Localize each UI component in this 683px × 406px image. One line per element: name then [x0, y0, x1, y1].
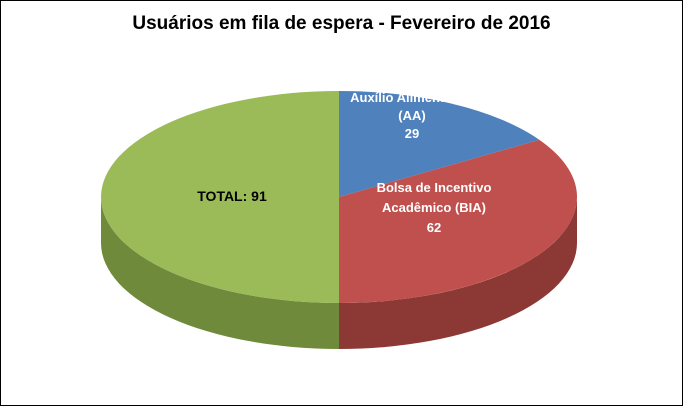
- slice-label-line: 62: [426, 220, 442, 235]
- pie-slice-side-2: [101, 197, 339, 349]
- slice-label-line: 29: [404, 126, 420, 141]
- slice-label-0: Auxílio Alimentação (AA) 29: [297, 89, 527, 143]
- slice-label-2: TOTAL: 91: [117, 187, 347, 205]
- slice-label-line: TOTAL: 91: [197, 188, 267, 204]
- slice-label-line: Bolsa de Incentivo: [376, 180, 492, 195]
- slice-label-line: Acadêmico (BIA): [381, 200, 487, 215]
- slice-label-1: Bolsa de Incentivo Acadêmico (BIA) 62: [319, 178, 549, 238]
- pie-slice-2: [101, 91, 339, 303]
- slice-label-line: Auxílio Alimentação: [350, 90, 474, 105]
- pie-slice-side-1: [339, 197, 577, 349]
- slice-label-line: (AA): [398, 108, 426, 123]
- chart-title: Usuários em fila de espera - Fevereiro d…: [132, 13, 551, 34]
- pie-slice-0: [339, 91, 540, 197]
- pie-slice-1: [339, 139, 578, 303]
